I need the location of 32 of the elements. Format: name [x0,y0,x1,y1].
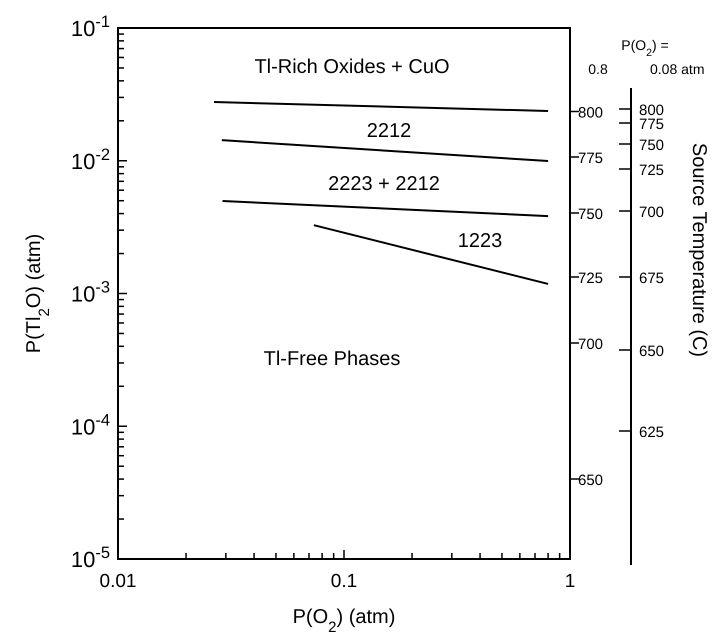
y-tick-label: 10$^{-1}$ [70,13,110,41]
text: 775 [578,150,604,167]
text: 725 [578,270,604,287]
annotation: 2212 [366,120,412,142]
x-tick-label: 0.01 [100,571,136,592]
text: 0.8 [588,61,608,77]
text: 750 [578,206,604,223]
annotation: Tl-Rich Oxides + CuO [254,56,450,78]
text: 750 [639,137,664,154]
y-tick-label: 10$^{-2}$ [70,146,110,174]
x-tick-label: 1 [564,571,576,592]
text: 650 [578,472,604,489]
text: 700 [639,204,664,221]
text: P(O$_{2}$) = [621,37,669,59]
x-tick-label: 0.1 [330,571,358,592]
text: 700 [578,336,604,353]
y-tick-label: 10$^{-5}$ [70,544,110,572]
text: 725 [639,162,664,179]
y-tick-label: 10$^{-3}$ [70,278,110,306]
text: 775 [639,116,664,133]
annotation: 2223 + 2212 [328,173,440,195]
text: 800 [578,104,604,122]
text: 650 [639,343,664,360]
text: 675 [639,270,664,287]
annotation: 1223 [458,230,502,252]
text: 0.08 atm [650,61,704,77]
text: 625 [639,424,664,441]
y-tick-label: 10$^{-4}$ [70,411,110,440]
source-note: Source Temperature (C) [688,142,710,358]
text: 800 [639,102,664,119]
annotation: Tl-Free Phases [264,348,400,370]
x-axis-title: P(O$_{2}$) (atm) [292,606,396,636]
